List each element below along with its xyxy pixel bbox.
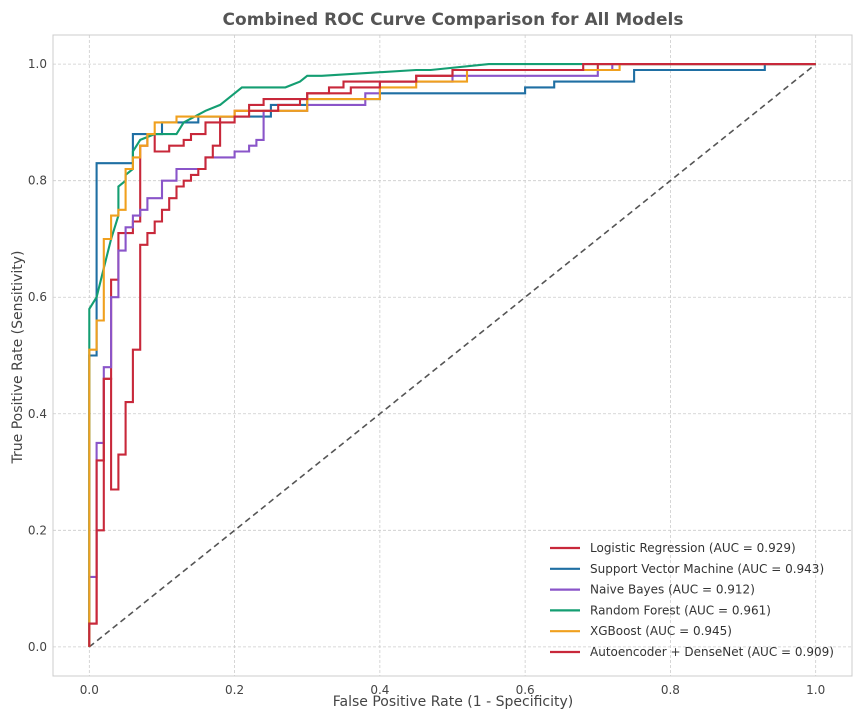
y-tick-label: 0.6 [28,290,47,304]
legend-label: Random Forest (AUC = 0.961) [590,603,771,617]
y-tick-label: 0.2 [28,523,47,537]
x-axis-ticks: 0.0 0.2 0.4 0.6 0.8 1.0 [80,683,825,697]
x-tick-label: 0.4 [370,683,389,697]
x-tick-label: 0.6 [516,683,535,697]
chart-title: Combined ROC Curve Comparison for All Mo… [223,10,684,30]
x-tick-label: 0.2 [225,683,244,697]
roc-curve-6 [88,63,816,647]
y-tick-label: 0.4 [28,407,47,421]
x-axis-label: False Positive Rate (1 - Specificity) [333,694,574,710]
legend-label: Support Vector Machine (AUC = 0.943) [590,562,824,576]
legend: Logistic Regression (AUC = 0.929) Support… [550,541,834,659]
x-tick-label: 0.8 [661,683,680,697]
legend-label: Logistic Regression (AUC = 0.929) [590,541,796,555]
legend-label: Autoencoder + DenseNet (AUC = 0.909) [590,645,834,659]
plot-frame [52,34,853,677]
legend-label: Naive Bayes (AUC = 0.912) [590,583,755,597]
y-tick-label: 0.8 [28,174,47,188]
y-axis-ticks: 0.0 0.2 0.4 0.6 0.8 1.0 [28,57,47,654]
y-tick-label: 1.0 [28,57,47,71]
x-tick-label: 0.0 [80,683,99,697]
x-tick-label: 1.0 [806,683,825,697]
roc-curve-4 [88,63,816,647]
roc-curve-5 [88,63,816,647]
chance-diagonal-line [88,63,817,648]
roc-curve-1 [88,63,816,647]
y-axis-label: True Positive Rate (Sensitivity) [10,251,26,465]
legend-label: XGBoost (AUC = 0.945) [590,624,732,638]
roc-series [88,63,816,647]
y-tick-label: 0.0 [28,640,47,654]
